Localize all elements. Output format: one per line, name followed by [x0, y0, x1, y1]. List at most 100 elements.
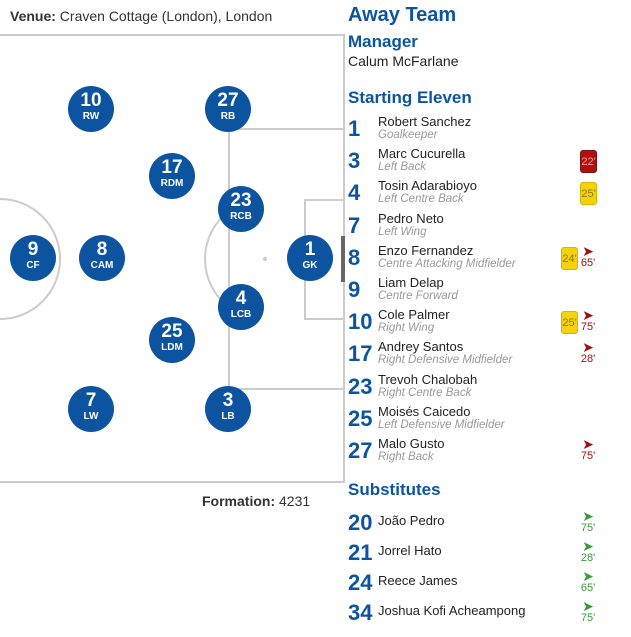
player-marker[interactable]: 4 LCB	[218, 284, 264, 330]
sub-out: ➤ 75'	[577, 436, 599, 462]
player-number: 34	[348, 600, 373, 625]
yellow-card-icon: 25'	[580, 182, 597, 206]
sub-in-arrow-icon: ➤	[582, 598, 594, 614]
player-number: 23	[348, 373, 373, 399]
player-position: Right Centre Back	[378, 386, 472, 399]
player-number: 4	[348, 180, 361, 206]
player-position: Left Defensive Midfielder	[378, 418, 505, 431]
player-number: 9	[348, 277, 361, 302]
player-row[interactable]: 7 Pedro Neto Left Wing	[348, 211, 608, 243]
player-position: RCB	[230, 211, 252, 222]
player-name: João Pedro	[378, 513, 445, 528]
formation: Formation: 4231	[202, 493, 310, 509]
player-marker[interactable]: 17 RDM	[149, 153, 195, 199]
player-number: 3	[348, 148, 361, 174]
player-row[interactable]: 1 Robert Sanchez Goalkeeper	[348, 114, 608, 146]
player-position: LB	[221, 411, 235, 422]
player-position: Left Centre Back	[378, 193, 464, 206]
sub-out: ➤ 75'	[577, 308, 599, 334]
formation-value: 4231	[279, 493, 311, 509]
player-number: 8	[96, 239, 108, 260]
sub-out-minute: 75'	[580, 321, 596, 334]
player-name: Malo Gusto	[378, 436, 445, 451]
player-name: Moisés Caicedo	[378, 403, 471, 419]
sub-in-minute: 75'	[580, 612, 596, 624]
player-row[interactable]: 25 Moisés Caicedo Left Defensive Midfielde…	[348, 404, 608, 436]
player-position: Left Back	[378, 161, 426, 174]
player-number: 23	[230, 190, 252, 211]
sub-in: ➤ 75'	[577, 598, 599, 624]
player-name: Cole Palmer	[378, 307, 450, 323]
player-marker[interactable]: 1 GK	[287, 235, 333, 281]
player-marker[interactable]: 8 CAM	[79, 235, 125, 281]
player-marker[interactable]: 23 RCB	[218, 186, 264, 232]
player-name: Marc Cucurella	[378, 146, 466, 162]
substitute-row[interactable]: 20 João Pedro ➤ 75'	[348, 508, 608, 540]
player-number: 10	[348, 309, 373, 335]
player-number: 3	[222, 390, 234, 411]
player-row[interactable]: 17 Andrey Santos Right Defensive Midfielde…	[348, 339, 608, 371]
venue-label: Venue:	[10, 8, 56, 24]
sub-in-arrow-icon: ➤	[582, 538, 594, 554]
player-name: Tosin Adarabioyo	[378, 178, 478, 194]
player-marker[interactable]: 9 CF	[10, 235, 56, 281]
player-position: Right Defensive Midfielder	[378, 354, 513, 367]
player-marker[interactable]: 27 RB	[205, 86, 251, 132]
player-row[interactable]: 27 Malo Gusto Right Back ➤ 75'	[348, 436, 608, 468]
red-card-icon: 22'	[580, 150, 597, 174]
penalty-spot	[263, 257, 267, 261]
sub-out-arrow-icon: ➤	[582, 436, 594, 452]
sub-out-arrow-icon: ➤	[582, 339, 594, 356]
player-position: Centre Forward	[378, 290, 458, 302]
player-name: Jorrel Hato	[378, 543, 442, 558]
player-number: 7	[348, 212, 361, 238]
player-position: CF	[26, 260, 40, 271]
substitute-row[interactable]: 34 Joshua Kofi Acheampong ➤ 75'	[348, 598, 608, 630]
player-position: GK	[302, 260, 318, 271]
player-position: RW	[82, 111, 100, 122]
player-number: 27	[217, 90, 239, 111]
player-marker[interactable]: 10 RW	[68, 86, 114, 132]
sub-in: ➤ 28'	[577, 538, 599, 564]
player-row[interactable]: 8 Enzo Fernandez Centre Attacking Midfield…	[348, 243, 608, 275]
yellow-card-icon: 24'	[561, 246, 578, 270]
substitutes-heading: Substitutes	[348, 480, 441, 499]
goal	[341, 236, 345, 282]
sub-out-minute: 28'	[580, 353, 596, 366]
player-number: 8	[348, 244, 361, 270]
player-row[interactable]: 10 Cole Palmer Right Wing 25' ➤ 75'	[348, 307, 608, 339]
player-position: Goalkeeper	[378, 129, 438, 141]
substitute-row[interactable]: 24 Reece James ➤ 65'	[348, 568, 608, 600]
player-row[interactable]: 3 Marc Cucurella Left Back 22'	[348, 146, 608, 178]
sub-out-minute: 65'	[580, 256, 596, 269]
player-marker[interactable]: 25 LDM	[149, 317, 195, 363]
player-name: Reece James	[378, 573, 458, 588]
venue: Venue: Craven Cottage (London), London	[10, 8, 272, 24]
venue-value: Craven Cottage (London), London	[59, 8, 273, 24]
manager-name: Calum McFarlane	[348, 53, 459, 69]
player-name: Joshua Kofi Acheampong	[378, 603, 526, 618]
player-number: 4	[235, 288, 247, 309]
player-position: Left Wing	[378, 225, 427, 238]
player-number: 1	[304, 239, 316, 260]
player-position: Centre Attacking Midfielder	[378, 257, 516, 270]
penalty-arc	[204, 210, 230, 308]
substitute-row[interactable]: 21 Jorrel Hato ➤ 28'	[348, 538, 608, 570]
player-position: Right Back	[378, 451, 434, 463]
sub-in: ➤ 65'	[577, 569, 599, 594]
sub-in-minute: 65'	[580, 582, 596, 594]
player-number: 9	[27, 239, 39, 260]
starting-heading: Starting Eleven	[348, 88, 472, 107]
player-number: 21	[348, 540, 373, 565]
player-row[interactable]: 23 Trevoh Chalobah Right Centre Back	[348, 372, 608, 404]
player-number: 10	[80, 90, 102, 111]
player-position: RDM	[160, 178, 184, 189]
player-marker[interactable]: 3 LB	[205, 386, 251, 432]
yellow-card-icon: 25'	[561, 311, 578, 335]
team-title: Away Team	[348, 4, 457, 26]
player-name: Enzo Fernandez	[378, 242, 474, 258]
player-row[interactable]: 9 Liam Delap Centre Forward	[348, 275, 608, 307]
player-marker[interactable]: 7 LW	[68, 386, 114, 432]
player-row[interactable]: 4 Tosin Adarabioyo Left Centre Back 25'	[348, 178, 608, 210]
player-name: Andrey Santos	[378, 339, 464, 355]
